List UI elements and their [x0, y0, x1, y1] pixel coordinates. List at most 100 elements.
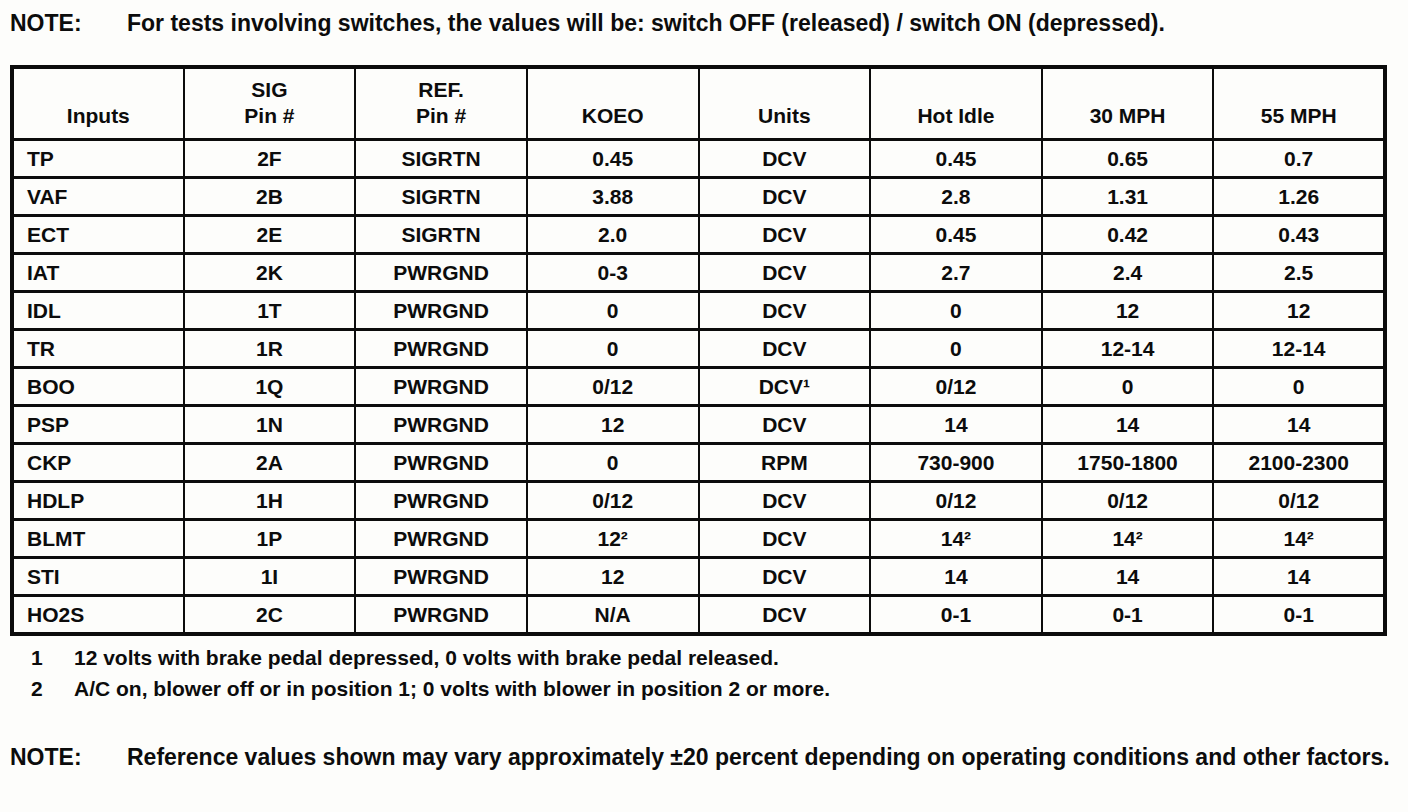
table-cell: 1N — [184, 406, 356, 444]
table-cell: 14² — [1213, 520, 1385, 558]
table-cell: 1P — [184, 520, 356, 558]
row-tr: TR 1R PWRGND 0 DCV 0 12-14 12-14 — [12, 330, 1385, 368]
table-cell: 0 — [1213, 368, 1385, 406]
footnote: 1 12 volts with brake pedal depressed, 0… — [10, 642, 1408, 673]
footnote: 2 A/C on, blower off or in position 1; 0… — [10, 673, 1408, 704]
table-cell: 12 — [1042, 292, 1214, 330]
row-blmt: BLMT 1P PWRGND 12² DCV 14² 14² 14² — [12, 520, 1385, 558]
table-cell: 14² — [1042, 520, 1214, 558]
table-cell: DCV — [699, 178, 871, 216]
table-cell: N/A — [527, 596, 699, 635]
table-cell: 0.45 — [870, 140, 1042, 178]
column-header-line: Pin # — [187, 103, 353, 129]
table-cell: DCV¹ — [699, 368, 871, 406]
row-hdlp: HDLP 1H PWRGND 0/12 DCV 0/12 0/12 0/12 — [12, 482, 1385, 520]
column-header-line: SIG — [187, 77, 353, 103]
table-cell: 2E — [184, 216, 356, 254]
row-ect: ECT 2E SIGRTN 2.0 DCV 0.45 0.42 0.43 — [12, 216, 1385, 254]
table-cell: 0 — [527, 292, 699, 330]
document-page: NOTE: For tests involving switches, the … — [0, 0, 1408, 776]
column-header-line: Units — [702, 103, 868, 129]
table-cell: SIGRTN — [355, 216, 527, 254]
top-note: NOTE: For tests involving switches, the … — [10, 8, 1408, 38]
table-cell: PWRGND — [355, 292, 527, 330]
table-cell: 1H — [184, 482, 356, 520]
table-cell: DCV — [699, 558, 871, 596]
table-cell: 0/12 — [527, 368, 699, 406]
column-header-inputs: Inputs — [12, 67, 184, 140]
column-header-line: KOEO — [530, 103, 696, 129]
table-cell: 2.5 — [1213, 254, 1385, 292]
table-cell: BOO — [12, 368, 184, 406]
table-cell: 12-14 — [1213, 330, 1385, 368]
table-cell: IDL — [12, 292, 184, 330]
table-cell: 12 — [1213, 292, 1385, 330]
table-cell: 14 — [1042, 406, 1214, 444]
table-cell: PWRGND — [355, 406, 527, 444]
footnote-number: 2 — [10, 673, 74, 704]
table-cell: 1750-1800 — [1042, 444, 1214, 482]
table-cell: PWRGND — [355, 482, 527, 520]
table-cell: TR — [12, 330, 184, 368]
table-cell: 0/12 — [870, 368, 1042, 406]
table-cell: 14 — [1213, 558, 1385, 596]
column-header-line: 55 MPH — [1216, 103, 1381, 129]
table-cell: 0 — [1042, 368, 1214, 406]
table-cell: 0.45 — [527, 140, 699, 178]
row-vaf: VAF 2B SIGRTN 3.88 DCV 2.8 1.31 1.26 — [12, 178, 1385, 216]
table-cell: TP — [12, 140, 184, 178]
column-header-line: Pin # — [358, 103, 524, 129]
table-cell: 0-1 — [870, 596, 1042, 635]
table-cell: 0.65 — [1042, 140, 1214, 178]
table-cell: DCV — [699, 596, 871, 635]
table-cell: PWRGND — [355, 520, 527, 558]
column-header-units: Units — [699, 67, 871, 140]
table-cell: 0 — [527, 444, 699, 482]
table-cell: 14 — [1042, 558, 1214, 596]
table-cell: 0.7 — [1213, 140, 1385, 178]
table-cell: PWRGND — [355, 368, 527, 406]
table-cell: 2100-2300 — [1213, 444, 1385, 482]
table-cell: VAF — [12, 178, 184, 216]
table-cell: 0/12 — [527, 482, 699, 520]
table-cell: 14 — [870, 558, 1042, 596]
table-cell: PWRGND — [355, 254, 527, 292]
table-cell: 0.42 — [1042, 216, 1214, 254]
table-cell: 14 — [870, 406, 1042, 444]
table-cell: SIGRTN — [355, 178, 527, 216]
column-header-hot-idle: Hot Idle — [870, 67, 1042, 140]
table-cell: 0/12 — [1042, 482, 1214, 520]
column-header-koeo: KOEO — [527, 67, 699, 140]
table-cell: DCV — [699, 482, 871, 520]
row-psp: PSP 1N PWRGND 12 DCV 14 14 14 — [12, 406, 1385, 444]
column-header-55mph: 55 MPH — [1213, 67, 1385, 140]
table-cell: DCV — [699, 406, 871, 444]
table-cell: 2.4 — [1042, 254, 1214, 292]
table-cell: 12 — [527, 558, 699, 596]
table-cell: DCV — [699, 330, 871, 368]
table-cell: IAT — [12, 254, 184, 292]
table-cell: ECT — [12, 216, 184, 254]
table-cell: 1I — [184, 558, 356, 596]
table-cell: 2C — [184, 596, 356, 635]
table-cell: 1Q — [184, 368, 356, 406]
table-cell: 1T — [184, 292, 356, 330]
table-cell: SIGRTN — [355, 140, 527, 178]
table-cell: DCV — [699, 254, 871, 292]
table-cell: DCV — [699, 520, 871, 558]
table-cell: PWRGND — [355, 596, 527, 635]
table-cell: 1.26 — [1213, 178, 1385, 216]
table-cell: 0 — [870, 330, 1042, 368]
table-cell: 12² — [527, 520, 699, 558]
column-header-line: Hot Idle — [873, 103, 1039, 129]
table-cell: 14² — [870, 520, 1042, 558]
table-cell: STI — [12, 558, 184, 596]
table-cell: 1.31 — [1042, 178, 1214, 216]
table-cell: 0-1 — [1042, 596, 1214, 635]
note-label: NOTE: — [10, 8, 127, 38]
footnote-text: 12 volts with brake pedal depressed, 0 v… — [74, 642, 1408, 673]
row-tp: TP 2F SIGRTN 0.45 DCV 0.45 0.65 0.7 — [12, 140, 1385, 178]
table-cell: CKP — [12, 444, 184, 482]
column-header-ref-pin: REF. Pin # — [355, 67, 527, 140]
row-ho2s: HO2S 2C PWRGND N/A DCV 0-1 0-1 0-1 — [12, 596, 1385, 635]
